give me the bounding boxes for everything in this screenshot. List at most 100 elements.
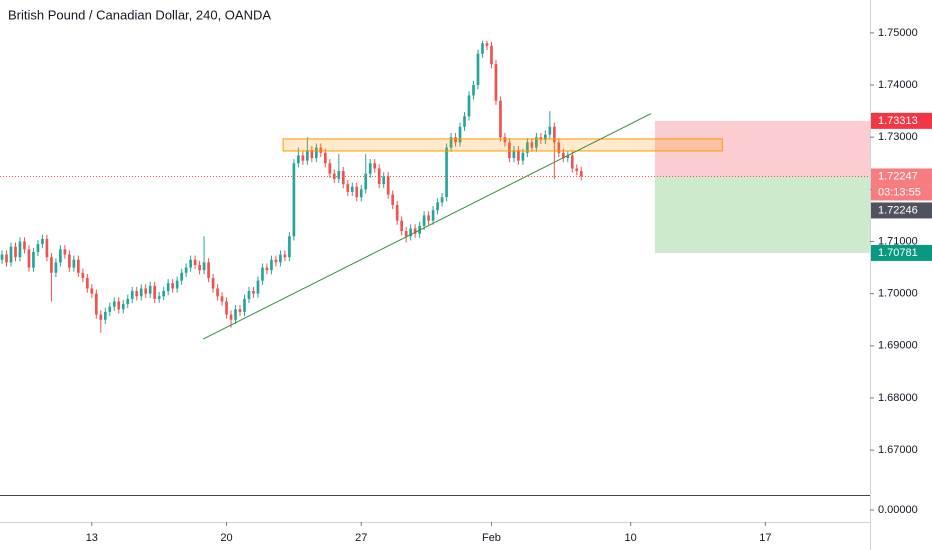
y-tick-label: 1.69000 (878, 340, 918, 352)
candle-body (503, 137, 507, 143)
candle-body (211, 278, 215, 289)
candle-body (121, 304, 125, 310)
candle-body (189, 259, 192, 268)
x-tick-label: 27 (355, 532, 367, 544)
candle-body (5, 254, 8, 263)
candle-body (229, 314, 233, 320)
candle-body (77, 259, 80, 273)
candle-body (535, 137, 538, 148)
candle-body (544, 134, 547, 140)
candle-body (54, 262, 58, 273)
candle-body (153, 285, 157, 299)
y-tick-label: 1.74000 (878, 79, 918, 91)
candle-body (346, 184, 350, 192)
candle-body (261, 267, 264, 281)
y-tick-label: 1.68000 (878, 392, 918, 404)
candle-body (238, 309, 242, 312)
candle-body (391, 194, 395, 205)
candle-body (148, 285, 152, 294)
candle-body (557, 142, 561, 153)
candle-body (409, 228, 412, 237)
stop-label: 1.73313 (878, 115, 918, 127)
candle-body (467, 95, 471, 117)
target-label: 1.70781 (878, 247, 918, 259)
candle-body (27, 249, 31, 268)
trendline (202, 113, 652, 340)
candle-body (247, 291, 251, 299)
y-tick-label: 1.73000 (878, 131, 918, 143)
candle-body (279, 254, 282, 263)
candle-body (332, 173, 336, 179)
candle-body (162, 291, 166, 297)
candle-body (561, 152, 565, 159)
y-tick-label: 1.71000 (878, 235, 918, 247)
candle-body (216, 288, 219, 297)
candle-body (180, 272, 183, 281)
candle-body (337, 171, 341, 179)
candle-body (256, 280, 260, 294)
candle-body (454, 137, 457, 143)
candle-body (184, 267, 188, 273)
candle-body (548, 126, 552, 135)
candle-body (449, 137, 453, 148)
y-tick-label: 1.67000 (878, 444, 918, 456)
candle-body (422, 215, 426, 226)
candle-body (103, 311, 107, 320)
x-tick-label: 10 (625, 532, 637, 544)
candle-body (413, 228, 417, 234)
candle-body (530, 142, 534, 148)
candle-body (283, 254, 287, 258)
entry-label-box (871, 168, 932, 185)
candle-body (135, 291, 139, 297)
candle-body (512, 150, 516, 159)
candle-body (404, 231, 408, 237)
candle-body (485, 43, 489, 46)
candle-body (575, 168, 579, 172)
x-tick-label: 17 (759, 532, 771, 544)
candle-body (202, 262, 206, 271)
candle-body (472, 85, 475, 96)
candle-body (175, 280, 179, 289)
candle-body (481, 43, 484, 54)
candle-body (463, 116, 466, 127)
candle-body (243, 298, 246, 312)
target-zone (654, 176, 870, 253)
candle-body (130, 291, 134, 299)
candle-body (14, 246, 17, 258)
candle-body (431, 210, 435, 221)
candle-body (81, 272, 85, 279)
x-tick-label: 13 (86, 532, 98, 544)
candle-body (108, 306, 112, 312)
candle-body (9, 246, 13, 263)
candle-body (499, 100, 502, 138)
candle-body (297, 155, 300, 164)
candle-body (23, 241, 26, 250)
candle-body (323, 152, 327, 164)
candle-body (274, 259, 278, 263)
candle-body (386, 176, 390, 195)
candle-body (292, 163, 296, 237)
candle-body (400, 220, 404, 232)
candle-body (99, 314, 103, 320)
candle-body (18, 241, 22, 258)
candle-body (440, 197, 444, 203)
candles (0, 40, 583, 333)
candle-body (314, 147, 318, 159)
candle-body (50, 257, 53, 273)
candle-body (90, 288, 94, 294)
axes: 1.750001.740001.730001.720001.710001.700… (86, 27, 932, 544)
drawings-front (0, 113, 870, 340)
candle-body (0, 254, 4, 260)
candle-body (350, 186, 354, 192)
candle-body (341, 171, 345, 185)
candle-body (521, 152, 525, 161)
candle-body (117, 301, 121, 310)
candle-body (72, 259, 76, 268)
candle-body (193, 259, 197, 265)
candle-body (63, 249, 67, 255)
candle-body (328, 163, 332, 174)
last-price-label: 1.72246 (878, 204, 918, 216)
countdown-label: 03:13:55 (878, 186, 921, 198)
candle-body (157, 296, 161, 299)
